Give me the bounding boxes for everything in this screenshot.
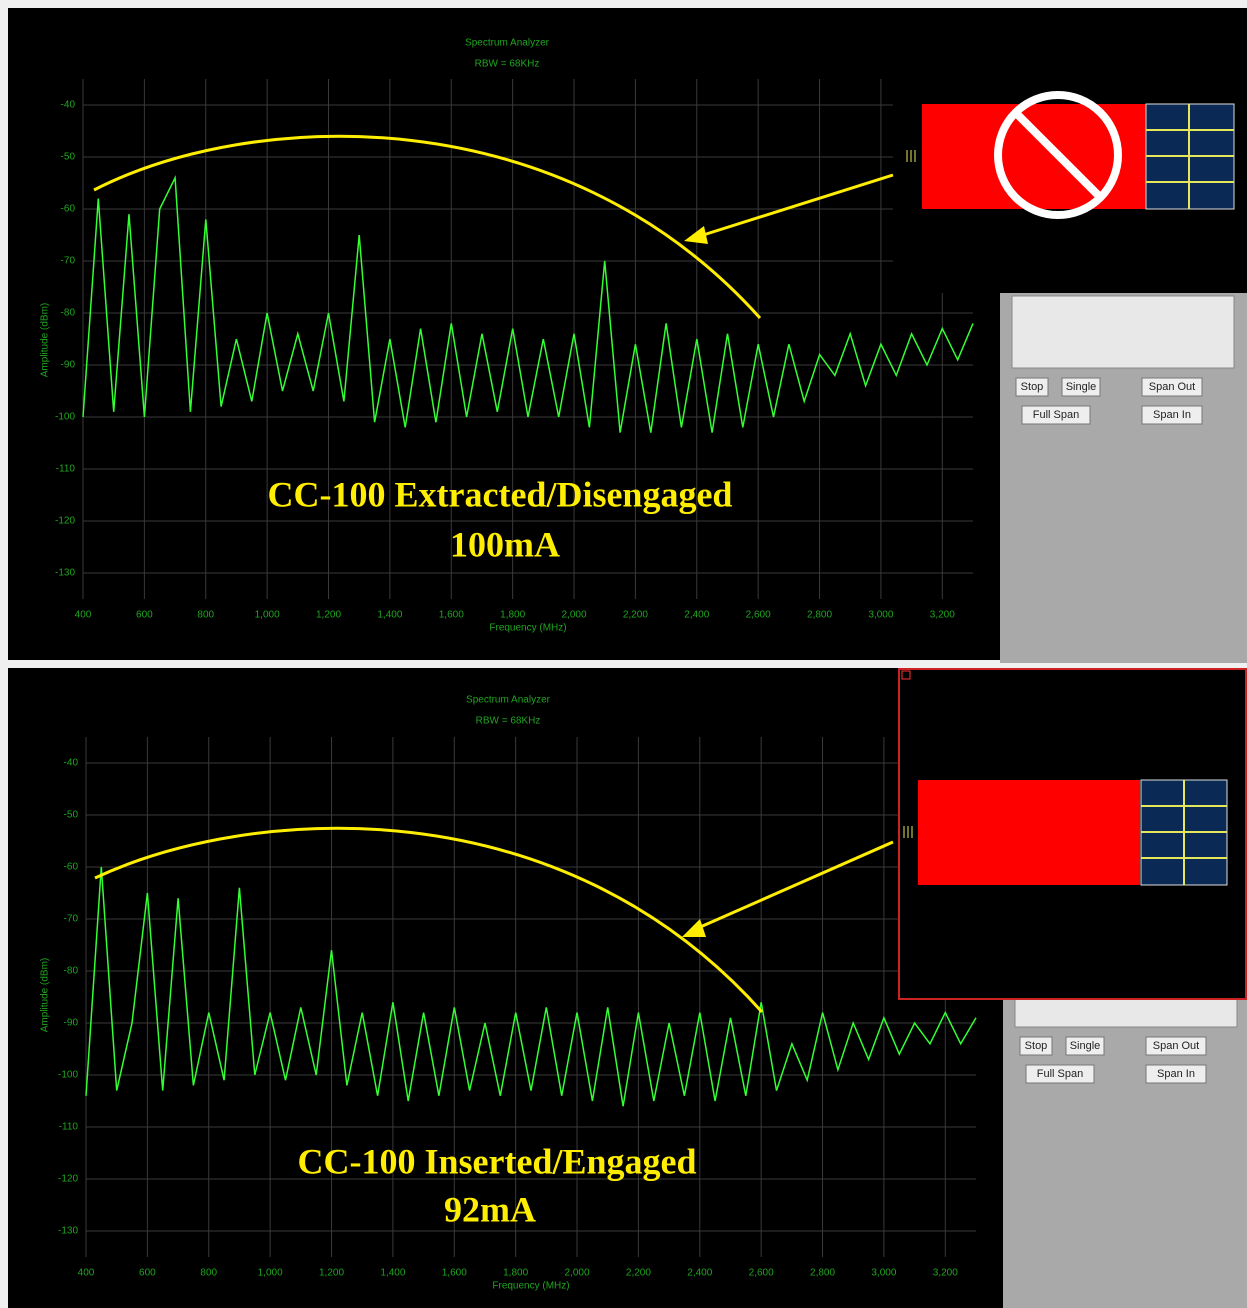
y-tick-label: -130 xyxy=(55,568,75,579)
chart-subtitle: RBW = 68KHz xyxy=(475,59,540,70)
x-tick-label: 1,600 xyxy=(442,1268,467,1279)
x-tick-label: 3,200 xyxy=(930,610,955,621)
x-tick-label: 800 xyxy=(200,1268,217,1279)
x-tick-label: 2,800 xyxy=(807,610,832,621)
button-label[interactable]: Span In xyxy=(1153,409,1191,421)
x-axis-label: Frequency (MHz) xyxy=(489,623,566,634)
y-tick-label: -110 xyxy=(56,464,76,475)
button-label[interactable]: Stop xyxy=(1025,1040,1048,1052)
y-tick-label: -70 xyxy=(64,914,79,925)
x-tick-label: 600 xyxy=(139,1268,156,1279)
display-box xyxy=(1012,296,1234,368)
x-tick-label: 2,600 xyxy=(749,1268,774,1279)
x-tick-label: 1,000 xyxy=(258,1268,283,1279)
x-tick-label: 600 xyxy=(136,610,153,621)
annotation: 92mA xyxy=(444,1189,536,1229)
x-tick-label: 2,200 xyxy=(623,610,648,621)
device-block xyxy=(918,780,1140,885)
y-tick-label: -40 xyxy=(61,100,76,111)
x-tick-label: 2,400 xyxy=(687,1268,712,1279)
y-tick-label: -100 xyxy=(55,412,75,423)
button-label[interactable]: Full Span xyxy=(1033,409,1079,421)
x-tick-label: 400 xyxy=(75,610,92,621)
x-tick-label: 1,200 xyxy=(319,1268,344,1279)
button-label[interactable]: Span Out xyxy=(1149,381,1195,393)
y-tick-label: -70 xyxy=(61,256,76,267)
button-label[interactable]: Full Span xyxy=(1037,1068,1083,1080)
screenshot: Spectrum Analyzer RBW = 68KHz -40 -50 -60 -70… xyxy=(0,0,1247,1308)
x-axis-label: Frequency (MHz) xyxy=(492,1281,569,1292)
y-tick-label: -60 xyxy=(61,204,76,215)
x-tick-label: 2,200 xyxy=(626,1268,651,1279)
x-tick-label: 1,000 xyxy=(255,610,280,621)
chart-subtitle: RBW = 68KHz xyxy=(476,716,541,727)
y-tick-label: -90 xyxy=(61,360,76,371)
chart-title: Spectrum Analyzer xyxy=(465,38,550,49)
x-tick-label: 2,000 xyxy=(562,610,587,621)
button-label[interactable]: Single xyxy=(1066,381,1097,393)
device-block xyxy=(922,104,1146,209)
y-axis-label: Amplitude (dBm) xyxy=(40,958,51,1032)
y-axis-label: Amplitude (dBm) xyxy=(40,303,51,377)
x-tick-label: 2,400 xyxy=(684,610,709,621)
button-label[interactable]: Single xyxy=(1070,1040,1101,1052)
x-tick-label: 1,600 xyxy=(439,610,464,621)
annotation: CC-100 Extracted/Disengaged xyxy=(268,474,733,514)
y-tick-label: -90 xyxy=(64,1018,79,1029)
y-tick-label: -110 xyxy=(59,1122,79,1133)
annotation: 100mA xyxy=(450,524,560,564)
annotation: CC-100 Inserted/Engaged xyxy=(297,1141,696,1181)
x-tick-label: 1,800 xyxy=(503,1268,528,1279)
button-label[interactable]: Span In xyxy=(1157,1068,1195,1080)
x-tick-label: 3,000 xyxy=(871,1268,896,1279)
button-label[interactable]: Span Out xyxy=(1153,1040,1199,1052)
x-tick-label: 3,000 xyxy=(868,610,893,621)
overlay-window xyxy=(899,669,1246,999)
x-tick-label: 1,200 xyxy=(316,610,341,621)
y-tick-label: -130 xyxy=(58,1226,78,1237)
overlay-window xyxy=(893,8,1247,293)
x-tick-label: 2,800 xyxy=(810,1268,835,1279)
y-tick-label: -50 xyxy=(61,152,76,163)
y-tick-label: -100 xyxy=(58,1070,78,1081)
y-tick-label: -80 xyxy=(64,966,79,977)
y-tick-label: -50 xyxy=(64,810,79,821)
y-tick-label: -40 xyxy=(64,758,79,769)
x-tick-label: 1,400 xyxy=(377,610,402,621)
y-tick-label: -120 xyxy=(55,516,75,527)
button-label[interactable]: Stop xyxy=(1021,381,1044,393)
x-tick-label: 1,400 xyxy=(380,1268,405,1279)
x-tick-label: 400 xyxy=(78,1268,95,1279)
y-tick-label: -60 xyxy=(64,862,79,873)
y-tick-label: -120 xyxy=(58,1174,78,1185)
x-tick-label: 2,000 xyxy=(565,1268,590,1279)
x-tick-label: 800 xyxy=(197,610,214,621)
x-tick-label: 3,200 xyxy=(933,1268,958,1279)
x-tick-label: 2,600 xyxy=(746,610,771,621)
y-tick-label: -80 xyxy=(61,308,76,319)
x-tick-label: 1,800 xyxy=(500,610,525,621)
chart-title: Spectrum Analyzer xyxy=(466,695,551,706)
